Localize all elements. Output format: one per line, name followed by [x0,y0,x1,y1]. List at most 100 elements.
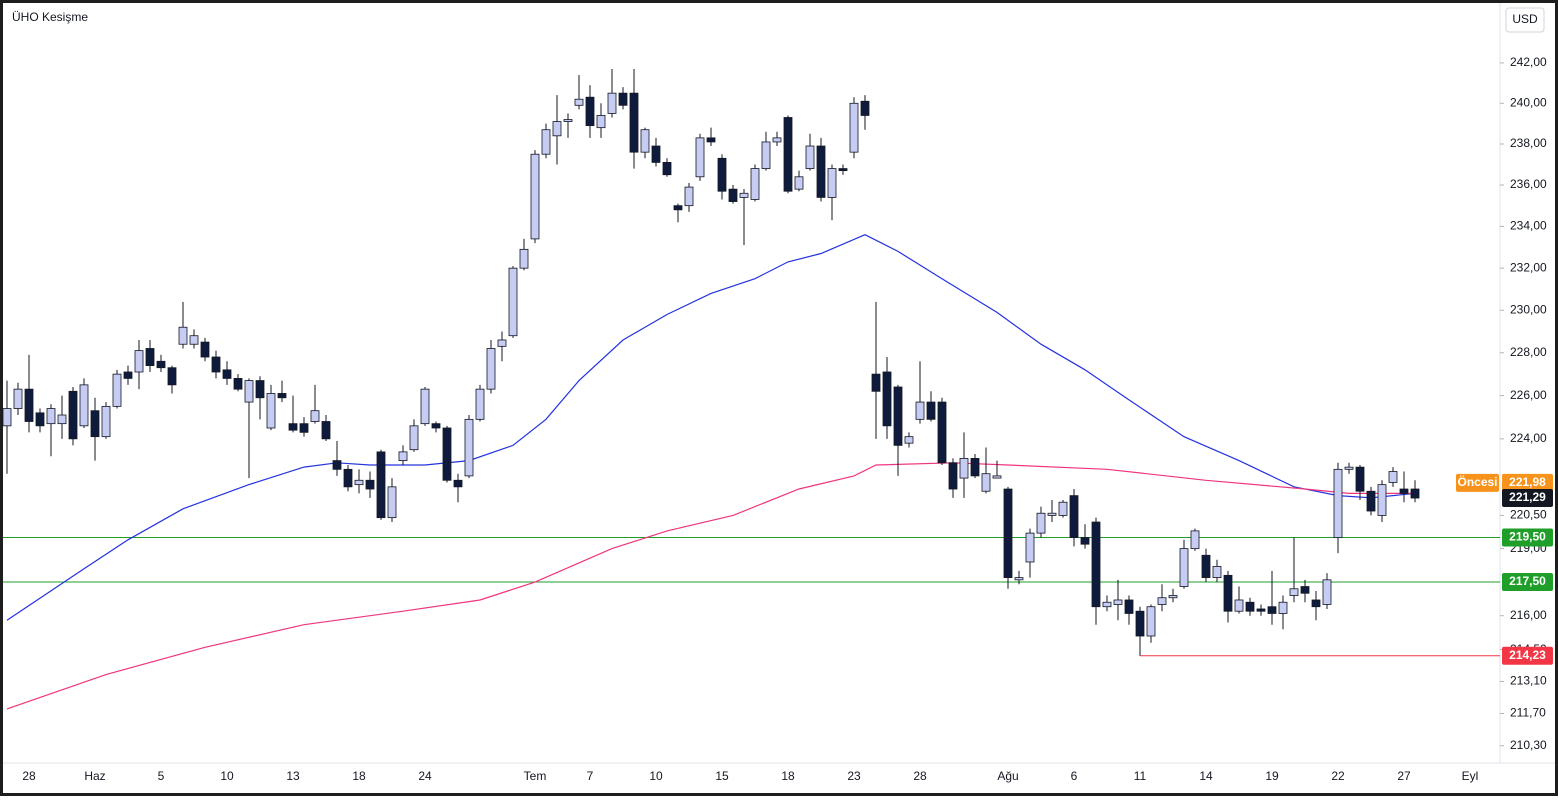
candle-body [101,405,111,438]
candle-body [497,339,507,347]
candle-body [1278,601,1288,614]
moving-average [6,234,1416,621]
candle-body [761,141,771,169]
candle-body [310,410,320,422]
candle-body [1135,610,1145,637]
candle-body [343,468,353,488]
candle-body [1322,579,1332,605]
candle-body [1113,599,1123,605]
x-tick-label: 10 [649,769,663,783]
x-tick-label: 14 [1199,769,1213,783]
pre-market-price: 221,98 [1509,475,1546,489]
candle-body [167,367,177,386]
x-tick-label: Eyl [1462,769,1479,783]
last-price-box [1502,489,1553,508]
candle-body [1234,599,1244,612]
candle-body [299,423,309,433]
candle-body [816,145,826,198]
candle-body [981,473,991,492]
candle-body [13,388,23,409]
x-tick-label: 11 [1134,769,1147,783]
candle-body [882,371,892,427]
candle-body [1179,548,1189,587]
candle-body [1058,501,1068,516]
candle-body [1245,601,1255,612]
candle-body [442,427,452,481]
candle-body [739,192,749,198]
candle-body [1003,488,1013,578]
candle-body [1388,471,1398,483]
candle-body [1399,488,1409,494]
candle-body [1377,484,1387,516]
candle-body [596,115,606,129]
x-tick-label: 28 [913,769,927,783]
candle-body [805,145,815,169]
candle-body [860,100,870,116]
candle-body [1036,512,1046,534]
pre-market-price-box [1502,473,1553,492]
y-tick-label: 230,00 [1510,302,1547,316]
y-tick-label: 224,00 [1510,431,1547,445]
candle-body [684,186,694,207]
candle-body [57,414,67,425]
x-tick-label: 10 [220,769,234,783]
y-tick-label: 240,00 [1510,95,1547,109]
candle-body [1014,577,1024,581]
candle-body [486,348,496,390]
x-tick-label: 18 [781,769,795,783]
candle-body [46,408,56,425]
candle-body [992,475,1002,479]
candle-body [178,326,188,345]
candle-body [508,267,518,337]
candle-body [387,486,397,519]
candle-body [794,176,804,190]
candle-body [1069,495,1079,538]
candle-body [464,418,474,477]
candle-body [376,451,386,519]
y-tick-label: 234,00 [1510,219,1547,233]
y-tick-label: 216,00 [1510,608,1547,622]
candle-body [1146,606,1156,637]
candle-body [233,378,243,390]
candle-body [145,348,155,366]
candle-body [1300,586,1310,594]
last-price: 221,29 [1509,490,1546,504]
x-tick-label: 15 [715,769,729,783]
x-tick-label: 28 [22,769,36,783]
currency[interactable]: USD [1512,12,1538,26]
candle-body [959,458,969,479]
y-tick-label: 226,00 [1510,388,1547,402]
candle-body [365,479,375,490]
candle-body [244,380,254,403]
level-price-box [1502,573,1553,592]
candle-body [750,168,760,200]
x-tick-label: 24 [418,769,432,783]
candle-body [475,388,485,420]
x-tick-label: Haz [84,769,105,783]
y-tick-label: 242,00 [1510,55,1547,69]
candle-body [189,335,199,345]
candle-body [783,117,793,192]
y-tick-label: 210,30 [1510,738,1547,752]
candle-body [1025,532,1035,563]
level-price-box [1502,646,1553,665]
candle-body [948,462,958,490]
candle-body [563,119,573,122]
level-price-box [1502,528,1553,547]
candle-body [266,393,276,429]
candle-body [1289,588,1299,596]
candle-body [420,388,430,425]
candle-body [519,248,529,269]
candle-body [409,425,419,451]
currency-button[interactable] [1505,7,1545,33]
candle-body [706,137,716,143]
y-tick-label: 213,10 [1510,674,1547,688]
candle-body [1355,466,1365,492]
candle-body [695,137,705,178]
candle-body [530,153,540,240]
candle-body [607,92,617,114]
candle-body [112,373,122,407]
candle-body [398,451,408,461]
candle-body [1190,530,1200,550]
